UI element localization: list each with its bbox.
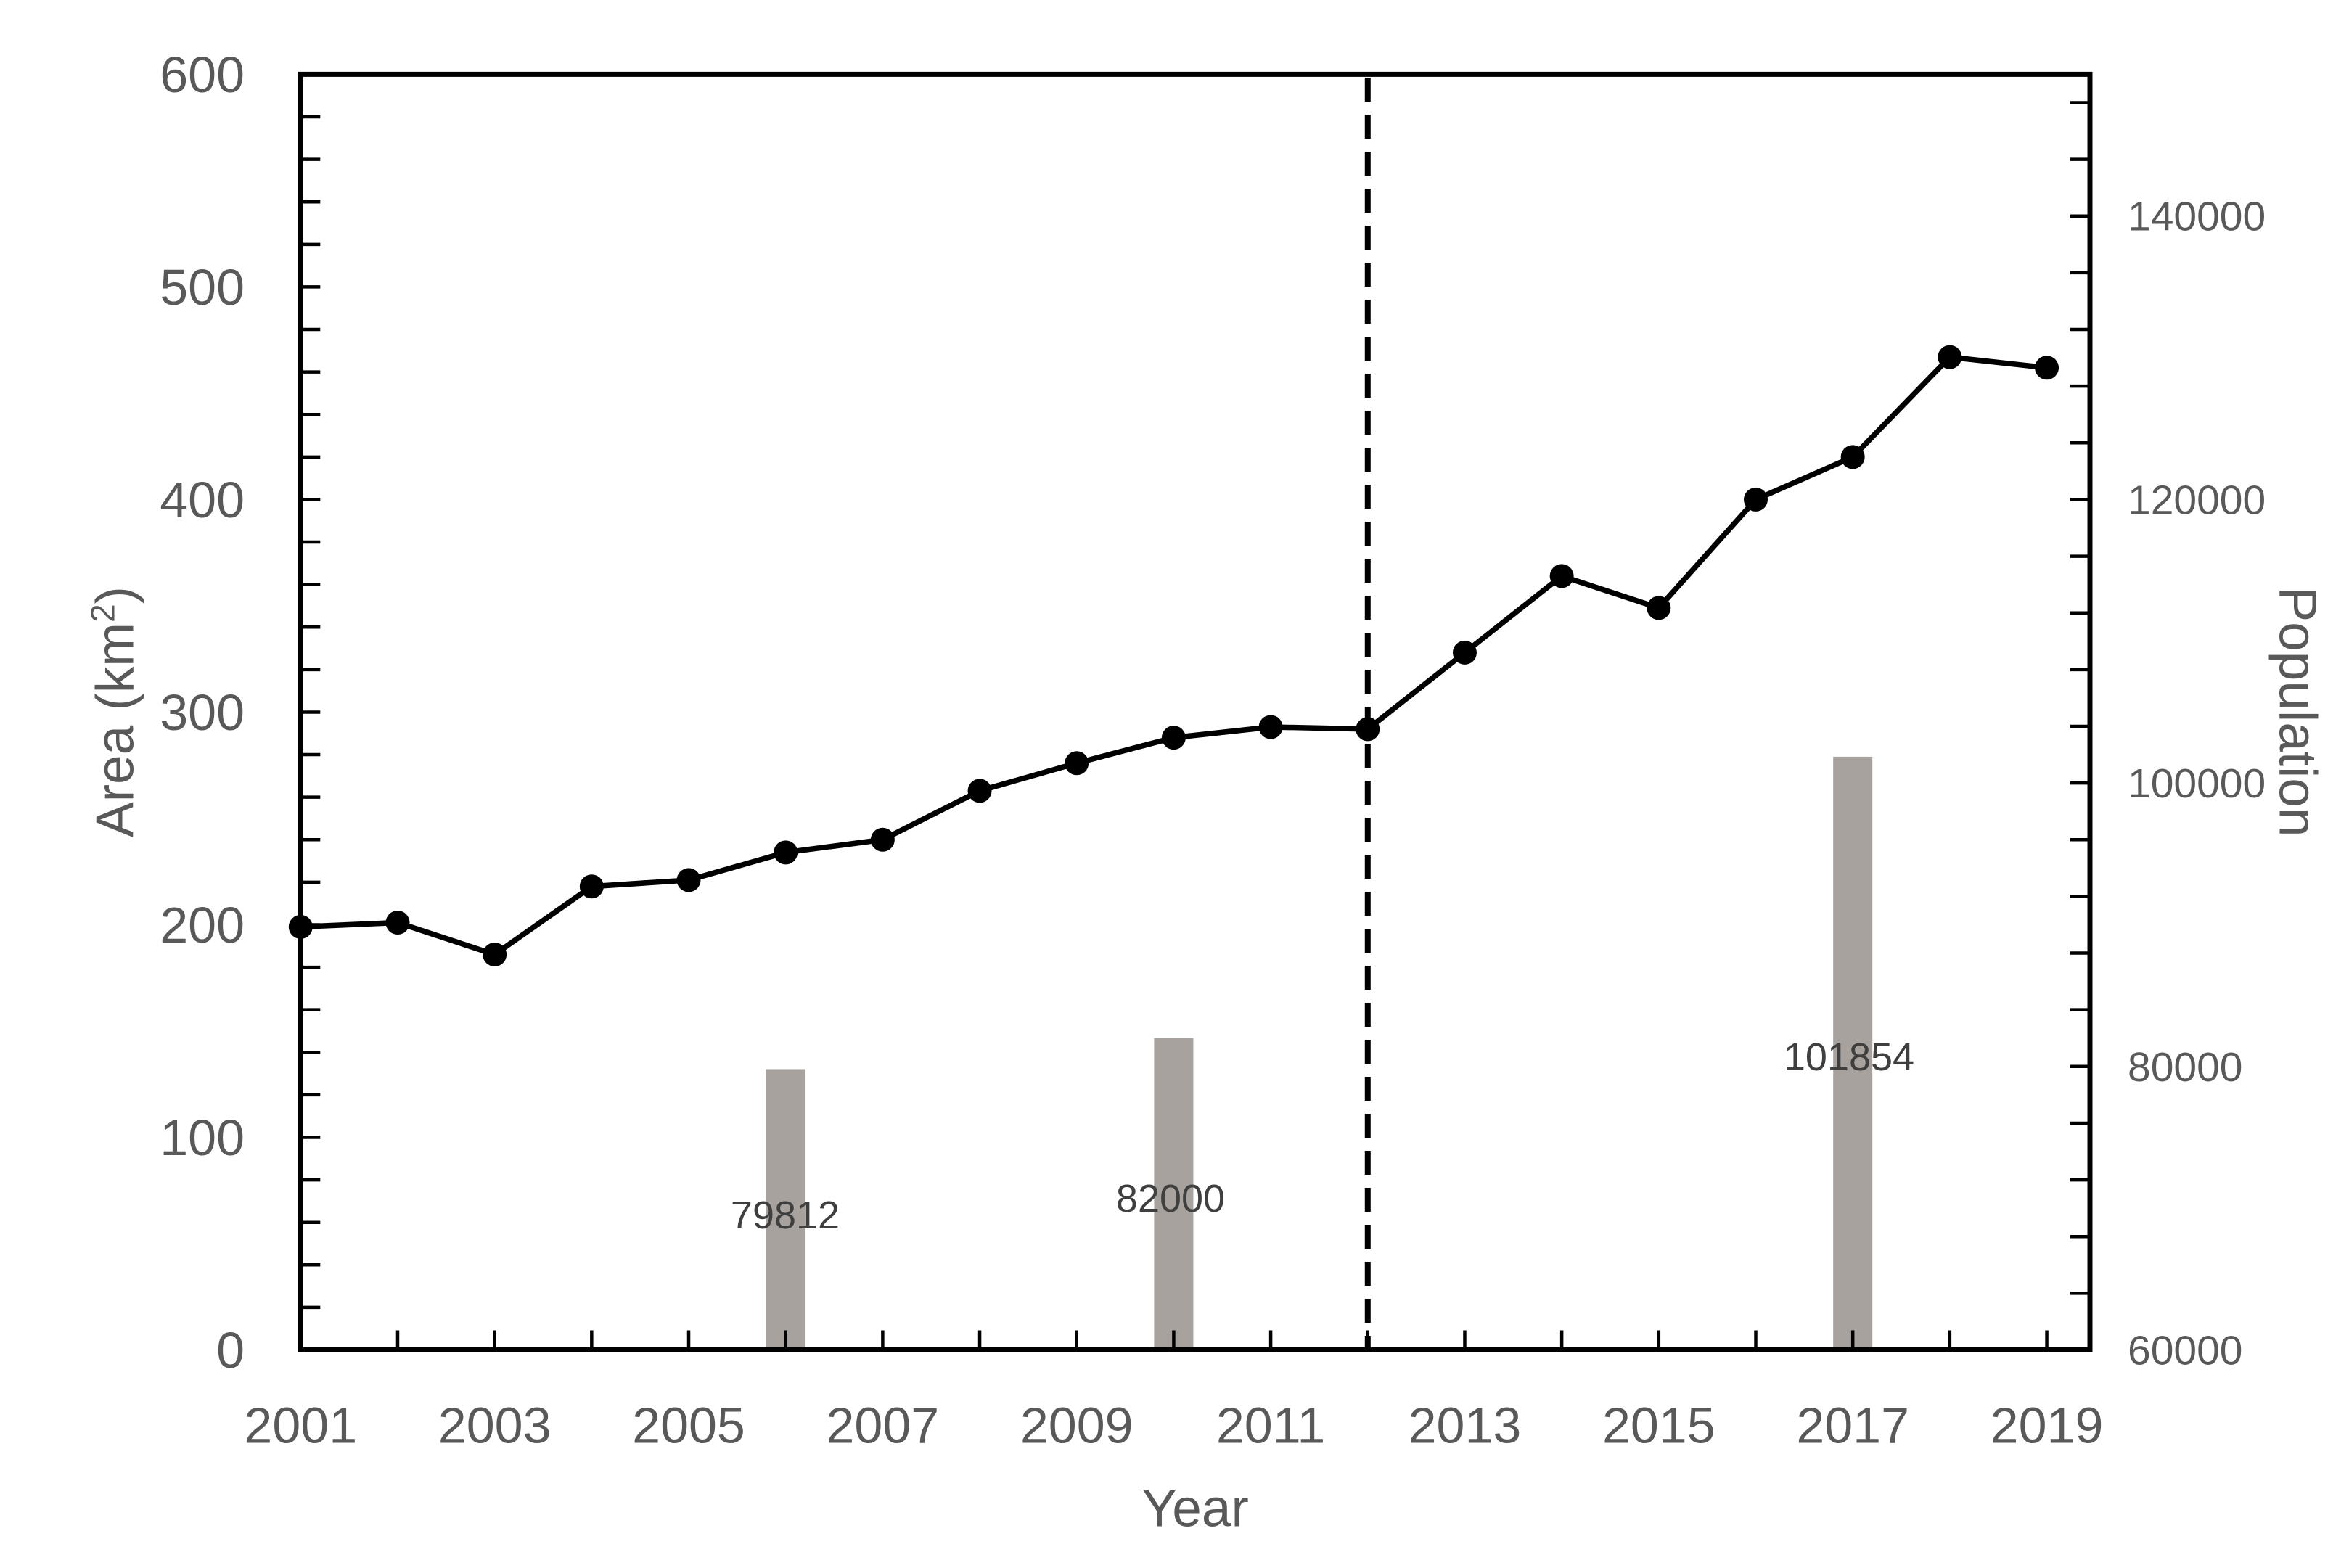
marker-2017: [1840, 445, 1865, 469]
x-axis-tick-label: 2009: [1020, 1397, 1133, 1454]
left-axis-tick-label: 300: [160, 684, 245, 741]
axis-ticks: [300, 101, 2090, 1350]
marker-2006: [774, 840, 798, 865]
x-axis-tick-label: 2003: [438, 1397, 552, 1454]
area-line-series: [300, 354, 2047, 958]
x-axis-tick-label: 2005: [632, 1397, 745, 1454]
marker-2016: [1744, 487, 1768, 512]
marker-2004: [579, 874, 604, 899]
marker-2003: [483, 942, 507, 966]
marker-2012: [1356, 717, 1380, 742]
left-axis-tick-label: 0: [216, 1322, 245, 1379]
right-axis-tick-label: 80000: [2128, 1044, 2243, 1091]
x-axis-tick-label: 2013: [1409, 1397, 1522, 1454]
marker-2014: [1549, 564, 1574, 588]
bar-data-label-101854: 101854: [1784, 1035, 1914, 1079]
left-axis-tick-label: 600: [160, 46, 245, 103]
bar-data-label-82000: 82000: [1116, 1177, 1225, 1220]
marker-2011: [1258, 715, 1283, 739]
marker-2005: [676, 868, 701, 892]
right-axis-title: Population: [2268, 586, 2327, 837]
marker-2008: [967, 779, 992, 803]
population-bar-2010: [1154, 1038, 1194, 1350]
left-axis-tick-label: 100: [160, 1109, 245, 1166]
dual-axis-area-population-chart: 0 100 200 300 400 500 600 60000 80000 100000 12000…: [29, 12, 2349, 1556]
right-axis-tick-label: 60000: [2128, 1327, 2243, 1374]
plot-border: [298, 71, 2093, 1352]
x-axis-title: Year: [1141, 1479, 1249, 1538]
area-line-markers: [288, 345, 2059, 966]
bar-data-label-79812: 79812: [731, 1194, 840, 1237]
x-axis-tick-label: 2017: [1796, 1397, 1909, 1454]
marker-2002: [385, 911, 410, 935]
population-bar-series: [766, 756, 1873, 1350]
population-bar-2017: [1833, 756, 1873, 1350]
x-axis-tick-label: 2011: [1216, 1397, 1326, 1454]
chart-canvas: 0 100 200 300 400 500 600 60000 80000 100000 12000…: [29, 12, 2349, 1556]
left-axis-title: Area (km2): [84, 586, 145, 837]
marker-2019: [2035, 356, 2059, 380]
population-bar-2006: [766, 1069, 805, 1350]
right-axis-tick-label: 140000: [2128, 194, 2266, 240]
marker-2010: [1161, 726, 1186, 750]
x-axis-tick-label: 2007: [827, 1397, 940, 1454]
marker-2009: [1065, 751, 1089, 776]
marker-2018: [1938, 345, 1962, 369]
left-axis-tick-label: 400: [160, 472, 245, 528]
marker-2015: [1647, 596, 1671, 620]
x-axis-tick-label: 2019: [1991, 1397, 2104, 1454]
x-axis-tick-label: 2001: [244, 1397, 357, 1454]
x-axis-tick-label: 2015: [1602, 1397, 1715, 1454]
right-axis-tick-label: 120000: [2128, 477, 2266, 523]
right-axis-tick-label: 100000: [2128, 760, 2266, 807]
left-axis-tick-label: 500: [160, 259, 245, 316]
marker-2013: [1452, 640, 1477, 665]
left-axis-tick-label: 200: [160, 897, 245, 953]
marker-2007: [870, 827, 895, 852]
